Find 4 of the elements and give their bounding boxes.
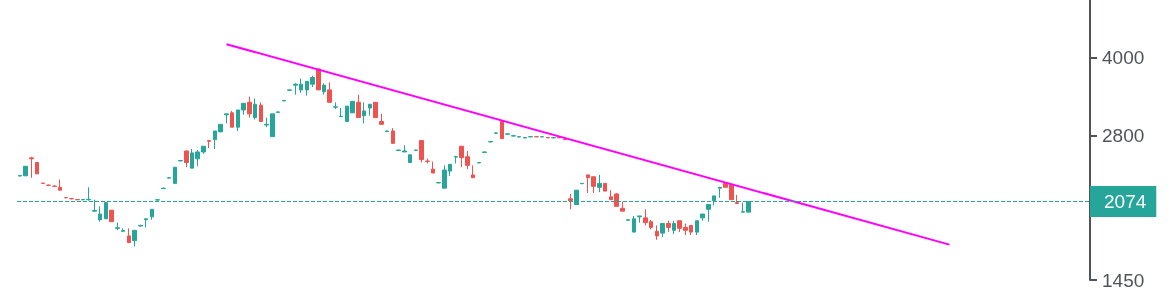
y-tick-label: 4000 (1102, 47, 1145, 69)
y-tick-label: 1450 (1102, 269, 1145, 291)
y-tick-label: 2800 (1102, 125, 1145, 147)
ref-line-label: 2074 (1104, 191, 1147, 213)
